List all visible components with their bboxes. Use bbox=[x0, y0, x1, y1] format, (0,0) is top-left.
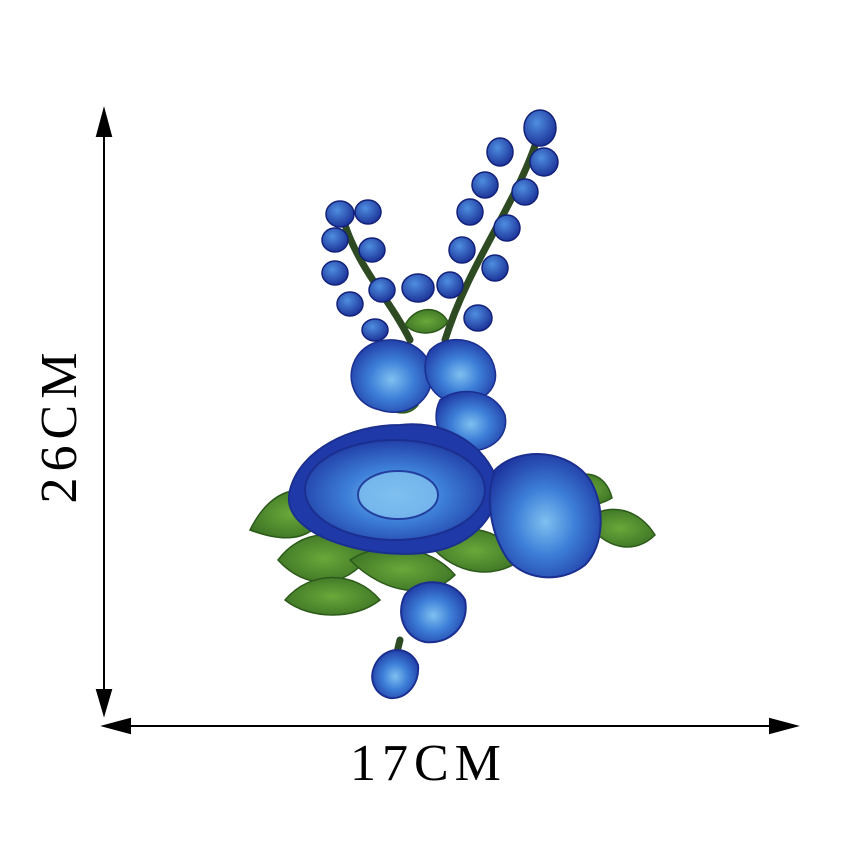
height-label: 26CM bbox=[34, 347, 86, 504]
width-arrow bbox=[104, 719, 796, 733]
main-flower bbox=[289, 424, 497, 554]
width-label: 17CM bbox=[350, 738, 507, 790]
height-arrow bbox=[97, 110, 111, 714]
bottom-bloom bbox=[372, 582, 465, 698]
right-flower bbox=[490, 454, 601, 577]
embroidered-flower-patch bbox=[250, 110, 655, 698]
bud-spike-right bbox=[437, 110, 558, 331]
